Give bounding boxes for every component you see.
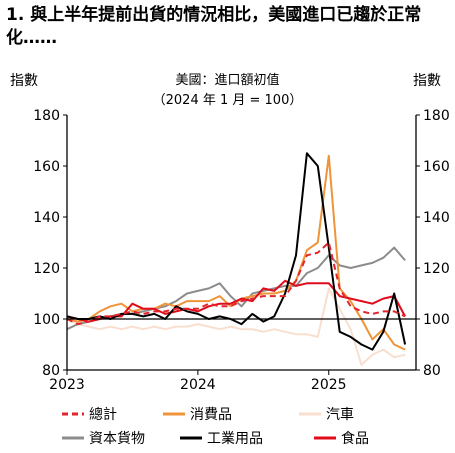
y-tick-label-right: 80 (423, 363, 441, 379)
legend-row: 總計 消費品 汽車 (60, 402, 440, 426)
series-line-industrial (66, 152, 407, 351)
y-tick-label-left: 80 (42, 363, 60, 379)
y-axis-unit-left: 指數 (10, 73, 38, 89)
legend-item-capital: 資本貨物 (60, 428, 172, 448)
legend-item-food: 食品 (312, 428, 392, 448)
line-chart: 80 80 100 100 120 120 140 140 160 160 180 180 2023 20… (33, 108, 449, 393)
y-tick-label-left: 180 (33, 108, 60, 124)
legend-item-auto: 汽車 (297, 404, 392, 424)
legend-label-consumer: 消費品 (190, 407, 232, 423)
x-tick-label: 2023 (49, 377, 85, 393)
series-line-auto (66, 287, 406, 366)
y-tick-label-right: 120 (423, 261, 450, 277)
y-tick-label-left: 100 (33, 312, 60, 328)
series-layer (66, 152, 407, 366)
page-title: 1. 與上半年提前出貨的情況相比，美國進口已趨於正常化…… (6, 5, 422, 48)
legend-label-capital: 資本貨物 (89, 431, 145, 447)
y-tick-label-right: 160 (423, 159, 450, 175)
legend-swatch-food (314, 436, 336, 440)
y-tick-label-left: 140 (33, 210, 60, 226)
y-tick-label-right: 180 (423, 108, 450, 124)
chart-subtitle: 美國：進口額初值 （2024 年 1 月 = 100） (100, 71, 355, 111)
legend-item-consumer: 消費品 (161, 404, 291, 424)
chart-legend: 總計 消費品 汽車 資本貨物 工業用品 食品 (60, 402, 440, 450)
legend-label-total: 總計 (89, 407, 117, 423)
legend-label-auto: 汽車 (326, 407, 354, 423)
legend-swatch-total (62, 412, 84, 416)
legend-swatch-consumer (163, 412, 185, 416)
legend-item-total: 總計 (60, 404, 155, 424)
x-tick-label: 2024 (180, 377, 216, 393)
chart-subtitle-line-1: 美國：進口額初值 (175, 73, 280, 88)
y-tick-label-right: 100 (423, 312, 450, 328)
x-tick-label: 2025 (311, 377, 347, 393)
axis-ticks: 80 80 100 100 120 120 140 140 160 160 180 180 2023 20… (33, 108, 449, 393)
y-tick-label-left: 120 (33, 261, 60, 277)
legend-swatch-industrial (180, 436, 202, 440)
chart-axes (66, 115, 417, 371)
y-tick-label-left: 160 (33, 159, 60, 175)
legend-label-industrial: 工業用品 (207, 431, 263, 447)
legend-swatch-auto (299, 412, 321, 416)
chart-subtitle-line-2: （2024 年 1 月 = 100） (152, 93, 303, 108)
legend-label-food: 食品 (341, 431, 369, 447)
legend-row: 資本貨物 工業用品 食品 (60, 426, 440, 450)
series-line-total (66, 241, 406, 326)
y-axis-unit-right: 指數 (413, 73, 441, 89)
y-tick-label-right: 140 (423, 210, 450, 226)
legend-item-industrial: 工業用品 (178, 428, 306, 448)
legend-swatch-capital (62, 436, 84, 440)
